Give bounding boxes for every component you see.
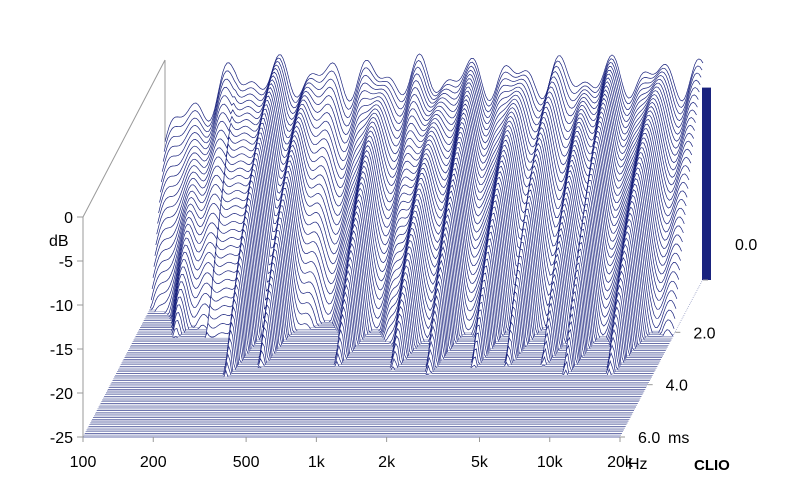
time-axis-unit: ms [668,430,689,447]
z-tick-label: 0.0 [735,237,757,254]
slice-trace [150,113,690,301]
slice-trace [152,104,692,278]
slice-trace [155,91,695,246]
frame-top-edge [82,59,166,218]
x-tick-label: 20k [607,454,634,471]
right-wall [702,87,711,280]
x-axis-ticks: 100 200 500 1k 2k 5k 10k 20k [70,437,634,471]
slice-trace [162,60,702,162]
slice-trace [145,142,684,318]
slice-trace [151,108,691,289]
x-tick-label: 500 [233,454,260,471]
y-tick-label: -20 [50,386,73,403]
slice-trace [153,99,693,267]
slice-trace [164,53,704,142]
y-tick-label: -25 [50,430,73,447]
slice-trace [158,79,697,214]
slice-trace [149,122,688,311]
slice-trace [156,87,695,235]
slice-trace [163,57,703,152]
x-tick-label: 10k [537,454,564,471]
x-tick-label: 200 [140,454,167,471]
slice-trace [147,132,686,314]
clio-logo-text: CLIO [694,457,730,474]
z-tick-label: 4.0 [666,378,688,395]
slice-trace [161,64,701,172]
slice-trace [149,118,689,309]
slice-trace [160,67,700,182]
y-tick-label: 0 [64,210,73,227]
z-tick-label: 2.0 [693,325,715,342]
slice-trace [159,75,698,203]
x-axis-unit: Hz [628,456,648,473]
slice-trace [157,83,696,224]
slice-trace [148,127,687,313]
slice-trace [160,71,699,193]
x-tick-label: 2k [378,454,396,471]
y-tick-label: -15 [50,342,73,359]
y-tick-label: -10 [50,298,73,315]
slice-trace [154,95,694,256]
y-tick-label: -5 [59,254,73,271]
x-tick-label: 5k [471,454,489,471]
x-tick-label: 100 [70,454,97,471]
waterfall-slices [83,53,704,438]
slice-trace [146,137,685,316]
x-tick-label: 1k [308,454,326,471]
y-axis-ticks: 0 -5 -10 -15 -20 -25 [50,210,83,447]
slice-trace [144,147,683,320]
z-tick-label: 6.0 [638,430,660,447]
time-axis-ticks: 0.0 2.0 4.0 6.0 [620,237,757,447]
y-axis-unit: dB [49,233,69,250]
